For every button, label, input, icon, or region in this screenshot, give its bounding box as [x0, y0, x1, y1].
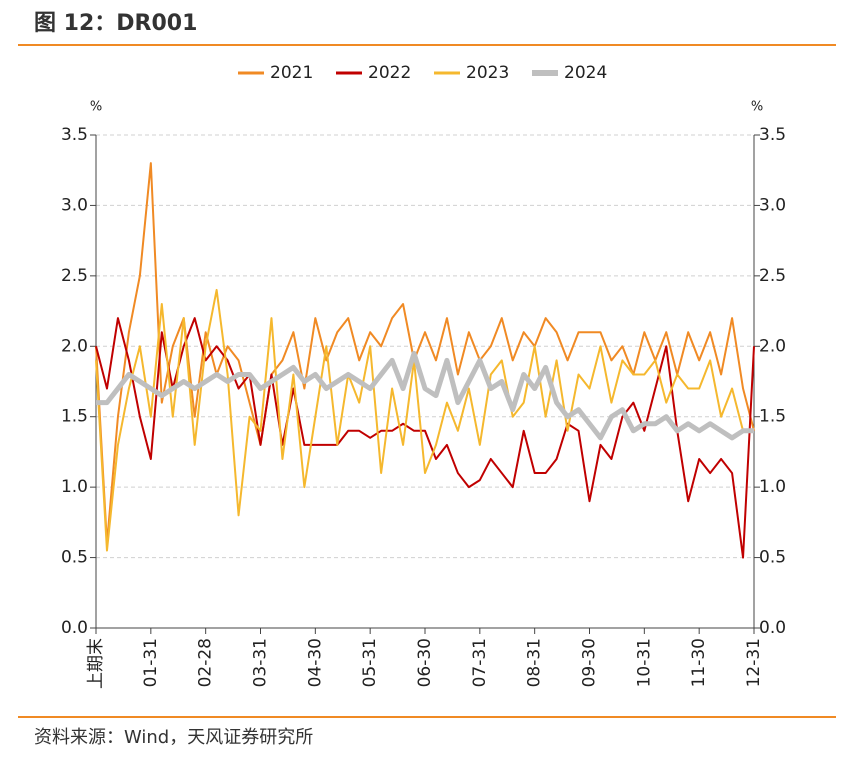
source-note: 资料来源：Wind，天风证券研究所 — [34, 727, 313, 748]
y2-tick-label: 1.5 — [759, 407, 786, 427]
y-tick-label: 3.0 — [61, 195, 88, 215]
y2-tick-label: 3.5 — [759, 125, 786, 145]
series-line — [95, 288, 754, 552]
y-tick-label: 0.0 — [61, 618, 88, 638]
series-line — [96, 350, 754, 441]
y2-tick-label: 1.0 — [759, 477, 786, 497]
series-line — [95, 317, 755, 559]
x-tick-label: 06-30 — [415, 638, 435, 687]
y-tick-label: 0.5 — [61, 548, 88, 568]
y-tick-label: 3.5 — [61, 125, 88, 145]
x-tick-label: 12-31 — [744, 638, 764, 687]
x-tick-label: 08-31 — [525, 638, 545, 687]
x-tick-label: 05-31 — [360, 638, 380, 687]
legend-label: 2022 — [368, 63, 411, 83]
series-line — [95, 162, 755, 545]
x-tick-label: 11-30 — [689, 638, 709, 687]
y-axis-unit: % — [90, 100, 102, 115]
y2-tick-label: 2.5 — [759, 266, 786, 286]
x-tick-label: 02-28 — [196, 638, 216, 687]
y-tick-label: 1.5 — [61, 407, 88, 427]
x-tick-label: 上期末 — [86, 638, 106, 689]
x-tick-label: 10-31 — [634, 638, 654, 687]
y-tick-label: 2.0 — [61, 336, 88, 356]
x-tick-label: 04-30 — [305, 638, 325, 687]
y2-tick-label: 3.0 — [759, 195, 786, 215]
legend-label: 2023 — [466, 63, 509, 83]
y2-tick-label: 2.0 — [759, 336, 786, 356]
x-tick-label: 03-31 — [251, 638, 271, 687]
legend-label: 2024 — [564, 63, 607, 83]
y-tick-label: 1.0 — [61, 477, 88, 497]
x-tick-label: 09-30 — [580, 638, 600, 687]
x-tick-label: 01-31 — [141, 638, 161, 687]
x-tick-label: 07-31 — [470, 638, 490, 687]
chart-title: 图 12：DR001 — [34, 11, 197, 36]
y2-axis-unit: % — [751, 100, 763, 115]
y2-tick-label: 0.0 — [759, 618, 786, 638]
y-tick-label: 2.5 — [61, 266, 88, 286]
y2-tick-label: 0.5 — [759, 548, 786, 568]
legend-label: 2021 — [270, 63, 313, 83]
